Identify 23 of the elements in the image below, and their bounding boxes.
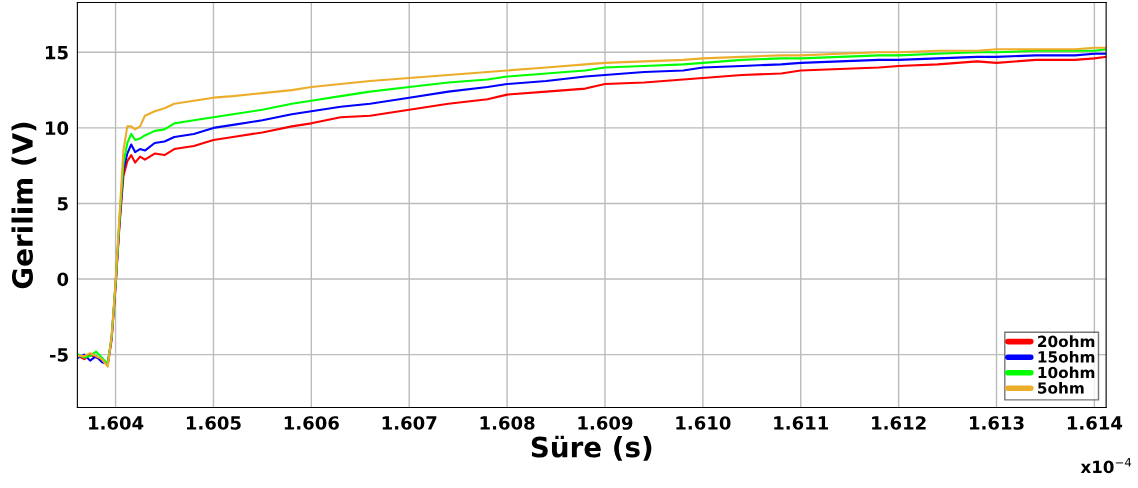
x-tick-label: 1.606: [284, 416, 339, 430]
x-tick-label: 1.610: [676, 416, 731, 430]
y-tick-label: 0: [57, 272, 69, 287]
y-tick-label: 5: [57, 197, 68, 211]
x-tick-label: 1.614: [1067, 416, 1123, 430]
legend-label: 5ohm: [1038, 382, 1084, 394]
y-tick-label: 10: [45, 121, 69, 135]
legend-label: 15ohm: [1038, 350, 1095, 363]
x-tick-label: 1.608: [480, 416, 535, 430]
x-axis-title: Süre (s): [531, 435, 652, 461]
x-tick-label: 1.604: [89, 416, 144, 430]
x-tick-label: 1.605: [186, 416, 241, 430]
legend-label: 10ohm: [1038, 366, 1095, 379]
legend-label: 20ohm: [1038, 335, 1095, 348]
y-tick-label: 15: [45, 46, 68, 60]
x-tick-label: 1.607: [382, 416, 437, 430]
x-tick-label: 1.609: [578, 416, 633, 430]
x-tick-label: 1.612: [872, 416, 926, 430]
y-tick-label: -5: [49, 348, 68, 362]
x-tick-label: 1.611: [774, 416, 829, 430]
y-axis-title: Gerilim (V): [11, 122, 37, 289]
text: x10$^{−4}$: [1080, 458, 1132, 474]
x-tick-label: 1.613: [969, 416, 1024, 430]
